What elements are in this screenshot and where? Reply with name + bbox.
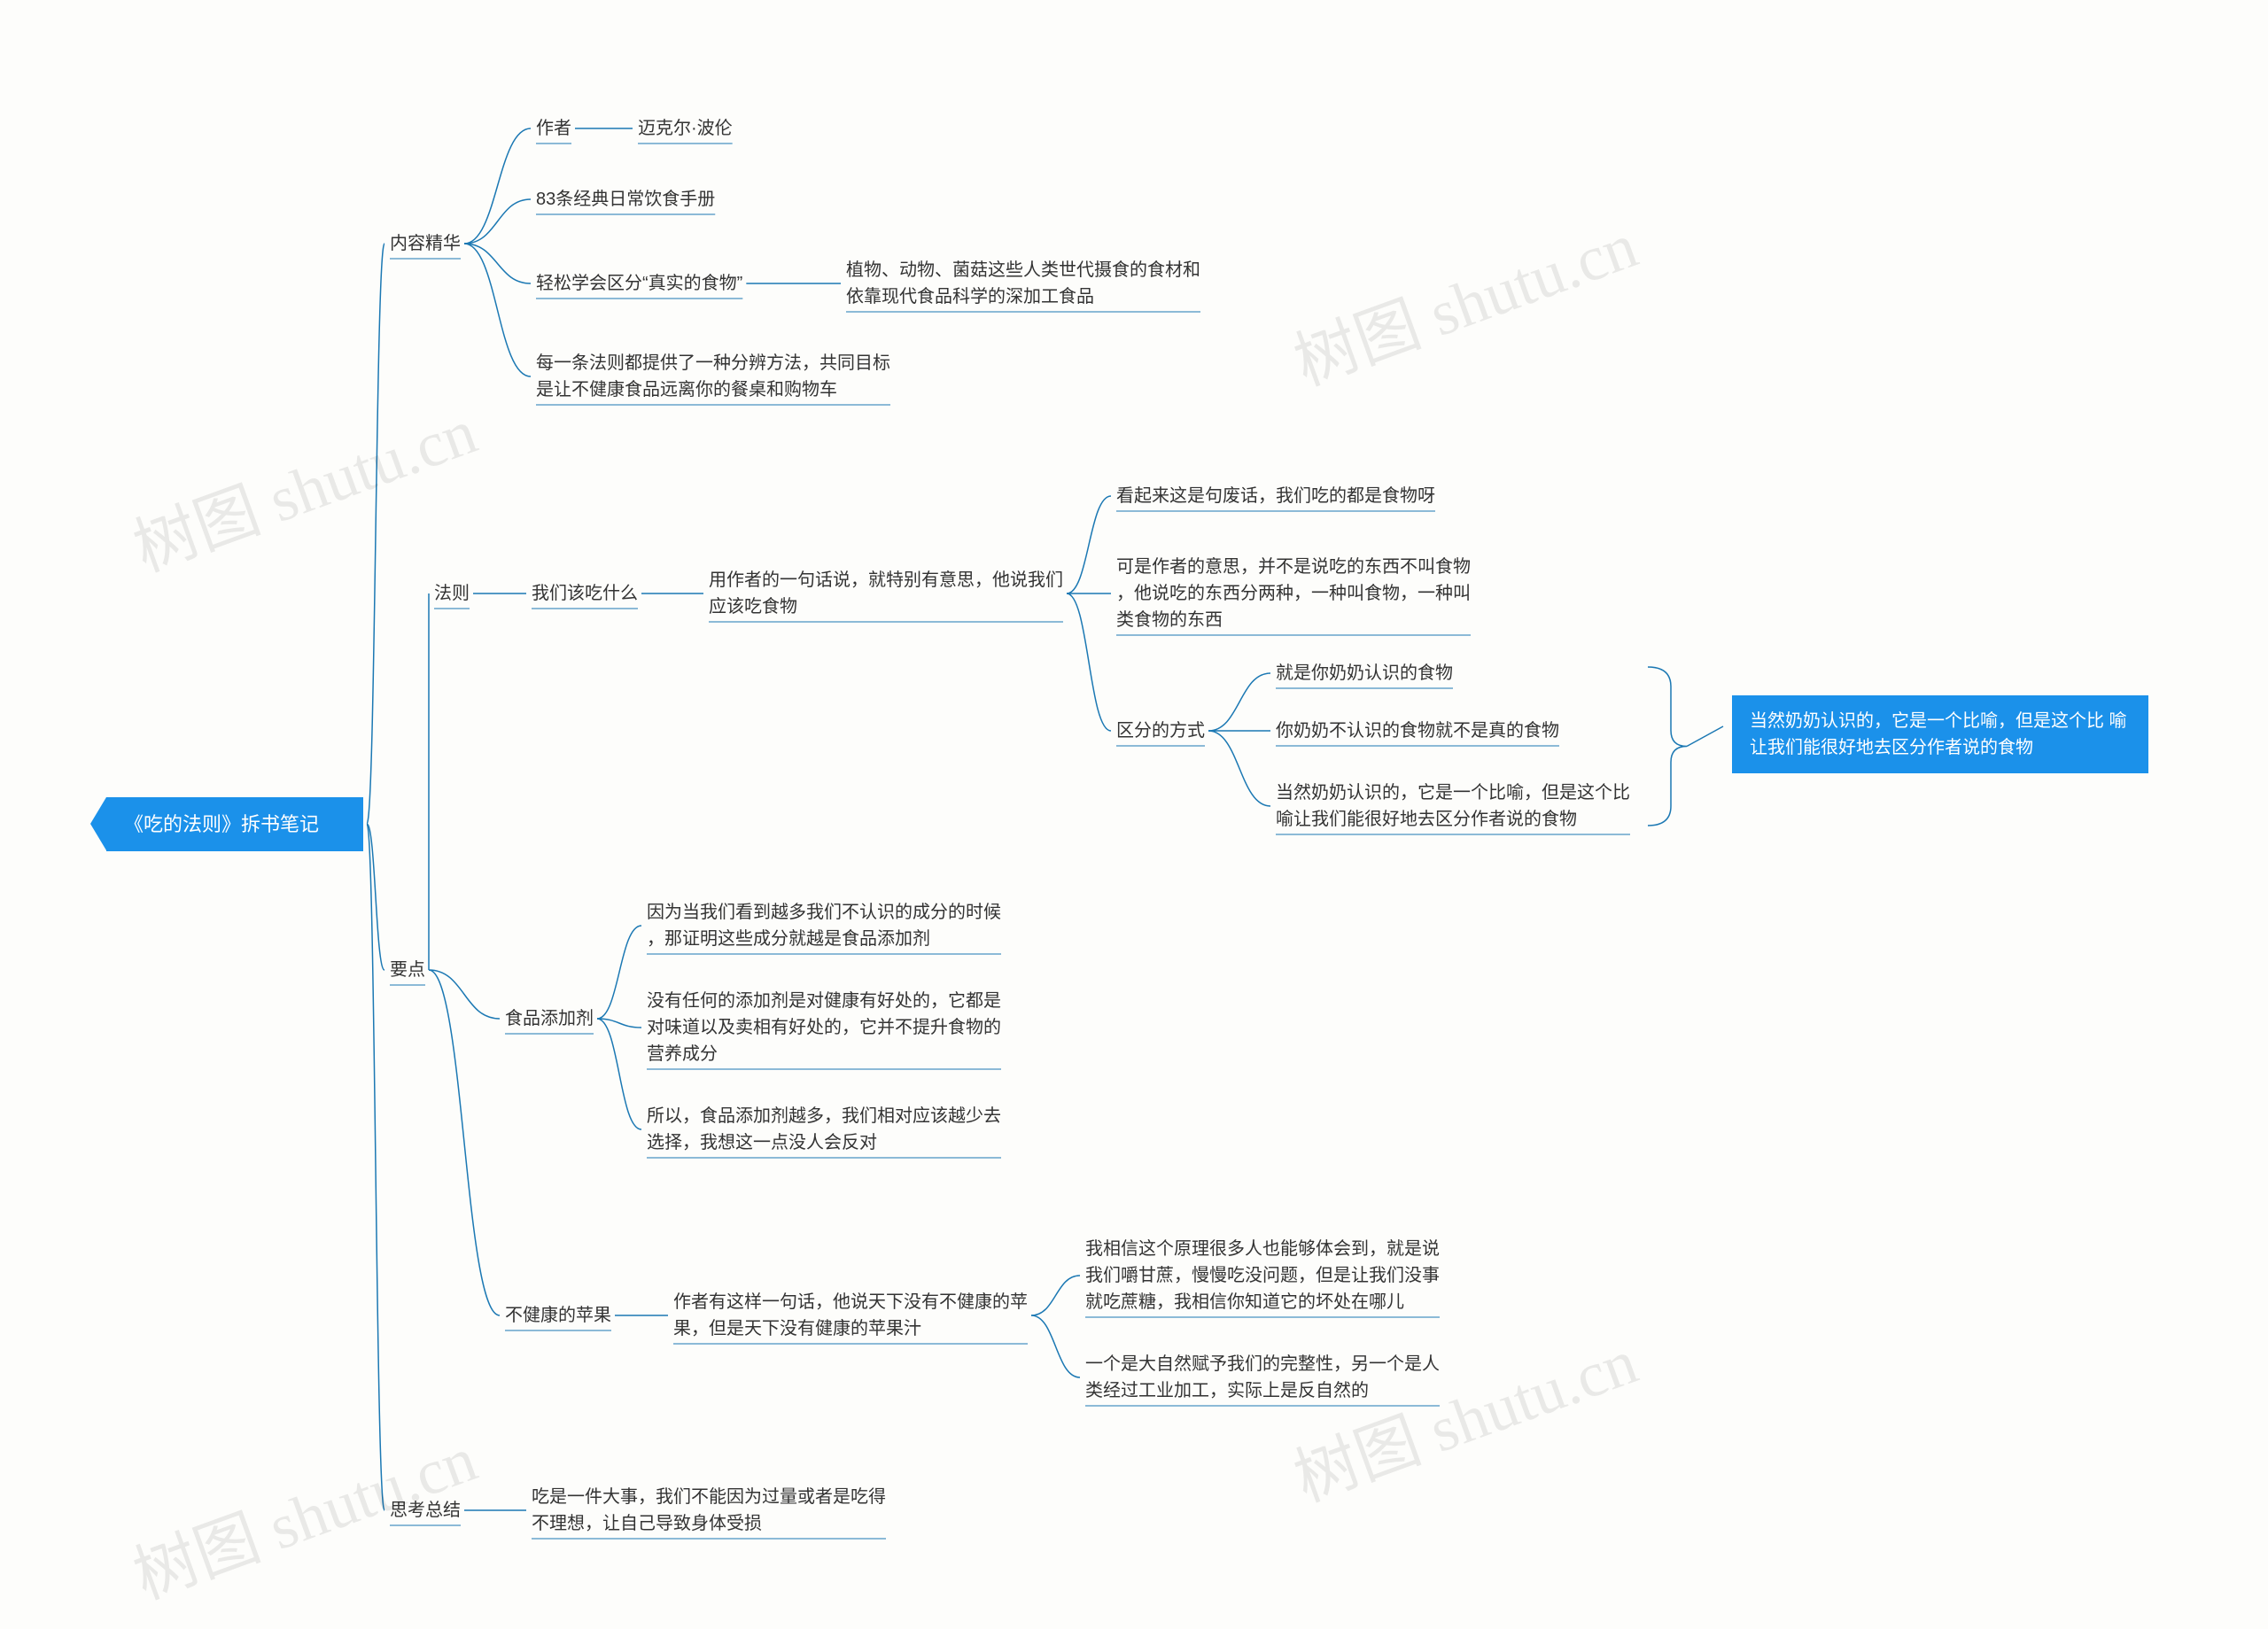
mindmap-node[interactable]: 可是作者的意思，并不是说吃的东西不叫食物 ，他说吃的东西分两种，一种叫食物，一种…: [1116, 554, 1471, 633]
root-node[interactable]: 《吃的法则》拆书笔记: [106, 797, 363, 851]
mindmap-node[interactable]: 吃是一件大事，我们不能因为过量或者是吃得 不理想，让自己导致身体受损: [532, 1484, 886, 1537]
mindmap-node[interactable]: 你奶奶不认识的食物就不是真的食物: [1276, 718, 1559, 744]
mindmap-node[interactable]: 用作者的一句话说，就特别有意思，他说我们 应该吃食物: [709, 567, 1063, 620]
mindmap-node[interactable]: 因为当我们看到越多我们不认识的成分的时候 ，那证明这些成分就越是食品添加剂: [647, 899, 1001, 952]
mindmap-node[interactable]: 要点: [390, 957, 425, 983]
mindmap-node[interactable]: 迈克尔·波伦: [638, 115, 733, 142]
mindmap-node[interactable]: 所以，食品添加剂越多，我们相对应该越少去 选择，我想这一点没人会反对: [647, 1103, 1001, 1156]
summary-label: 当然奶奶认识的，它是一个比喻，但是这个比 喻让我们能很好地去区分作者说的食物: [1750, 711, 2127, 757]
mindmap-node[interactable]: 83条经典日常饮食手册: [536, 186, 715, 213]
summary-node[interactable]: 当然奶奶认识的，它是一个比喻，但是这个比 喻让我们能很好地去区分作者说的食物: [1732, 695, 2148, 773]
mindmap-node[interactable]: 我相信这个原理很多人也能够体会到，就是说 我们嚼甘蔗，慢慢吃没问题，但是让我们没…: [1085, 1236, 1440, 1315]
mindmap-node[interactable]: 我们该吃什么: [532, 580, 638, 607]
mindmap-node[interactable]: 没有任何的添加剂是对健康有好处的，它都是 对味道以及卖相有好处的，它并不提升食物…: [647, 988, 1001, 1067]
mindmap-node[interactable]: 当然奶奶认识的，它是一个比喻，但是这个比 喻让我们能很好地去区分作者说的食物: [1276, 780, 1630, 833]
mindmap-node[interactable]: 就是你奶奶认识的食物: [1276, 660, 1453, 687]
root-arrow: [90, 797, 106, 850]
mindmap-node[interactable]: 作者: [536, 115, 571, 142]
mindmap-node[interactable]: 不健康的苹果: [505, 1302, 611, 1329]
root-label: 《吃的法则》拆书笔记: [124, 813, 319, 835]
mindmap-node[interactable]: 作者有这样一句话，他说天下没有不健康的苹 果，但是天下没有健康的苹果汁: [673, 1289, 1028, 1342]
mindmap-node[interactable]: 植物、动物、菌菇这些人类世代摄食的食材和 依靠现代食品科学的深加工食品: [846, 257, 1200, 310]
mindmap-node[interactable]: 食品添加剂: [505, 1005, 594, 1032]
mindmap-node[interactable]: 内容精华: [390, 230, 461, 257]
mindmap-node[interactable]: 思考总结: [390, 1497, 461, 1524]
mindmap-node[interactable]: 看起来这是句废话，我们吃的都是食物呀: [1116, 483, 1435, 509]
mindmap-node[interactable]: 一个是大自然赋予我们的完整性，另一个是人 类经过工业加工，实际上是反自然的: [1085, 1351, 1440, 1404]
mindmap-node[interactable]: 区分的方式: [1116, 718, 1205, 744]
mindmap-node[interactable]: 轻松学会区分“真实的食物”: [536, 270, 742, 297]
mindmap-node[interactable]: 每一条法则都提供了一种分辨方法，共同目标 是让不健康食品远离你的餐桌和购物车: [536, 350, 890, 403]
mindmap-node[interactable]: 法则: [434, 580, 470, 607]
